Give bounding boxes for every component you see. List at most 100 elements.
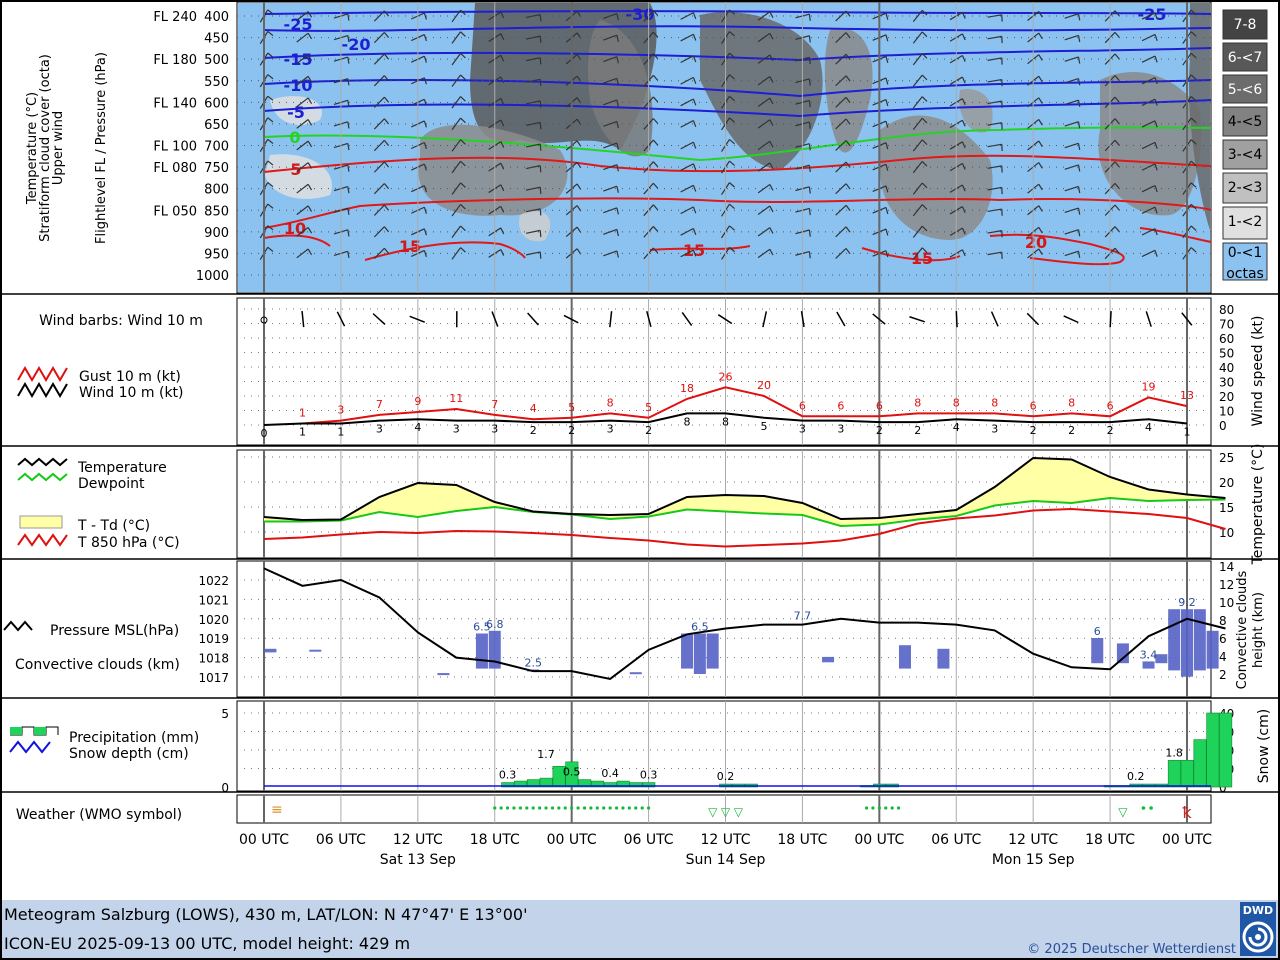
wind-ytick-label: 70 [1219,318,1234,332]
precipitation-bar [578,779,592,788]
wind-barb [603,56,619,64]
wind-barb [296,11,313,21]
gust-legend-icon [17,366,68,382]
wind-value-label: 1 [299,426,306,439]
wind-barb [987,35,1003,44]
t850-legend-label: T 850 hPa (°C) [77,535,180,551]
wind-barb [603,13,619,21]
precipitation-legend-icon [34,727,46,735]
pressure-tick-label: 500 [204,53,229,68]
convective-cloud-label: 6 [1094,625,1101,638]
wind-barb [680,55,697,64]
cross-section-ylabel: Temperature (°C) [25,92,40,205]
convective-cloud-bar [1091,638,1104,664]
cross-section-ylabel: Stratiform cloud cover (octa) [38,54,53,242]
pressure-tick-label: 1000 [196,269,229,284]
rain-symbol-icon [570,806,574,810]
rain-symbol-icon [538,806,542,810]
wind-barb [296,140,313,151]
convective-cloud-bar [1168,609,1181,671]
gust-value-label: 8 [991,396,998,409]
wind-barb [1064,77,1081,86]
temp-ytick-label: 20 [1219,476,1234,490]
pressure-ytick-label: 1022 [198,574,229,588]
wind-ytick-label: 60 [1219,332,1234,346]
wind-barb [680,12,697,20]
precipitation-bar [514,780,528,788]
wind-barb [680,76,697,85]
gust-value-label: 7 [491,398,498,411]
gust-value-label: 11 [449,392,463,405]
rain-symbol-icon [614,806,619,810]
rain-symbol-icon [890,806,894,810]
precipitation-value-label: 0.4 [601,767,619,780]
temp-ytick-label: 10 [1219,526,1234,540]
rain-symbol-icon [499,806,503,810]
wind-barb [373,204,390,216]
time-tick-label: 06 UTC [624,832,674,848]
wind-value-label: 4 [1145,421,1152,434]
wind-barb [1141,12,1158,20]
precipitation-bar [1167,760,1181,788]
convective-cloud-bar [693,633,706,674]
surface-wind-barb [1063,315,1079,324]
wind-barb [1064,142,1081,151]
wind-barb [296,248,313,259]
precipitation-value-label: 0.2 [717,770,735,783]
gust-value-label: 7 [376,398,383,411]
wind-barb [835,248,851,259]
wind-barb [1064,121,1081,129]
cloud-height-ytick-label: 4 [1219,650,1227,664]
rain-symbol-icon [896,806,901,810]
pressure-ytick-label: 1017 [198,671,229,685]
wind-value-label: 1 [1184,426,1191,439]
cloud-cover-patch [270,96,322,125]
wind-barb [526,186,542,194]
wind-barb [296,32,313,43]
convective-cloud-label: 2.5 [524,657,542,670]
wind-barb [373,96,390,108]
gust-value-label: 8 [914,396,921,409]
wind-barb [451,182,466,195]
precipitation-value-label: 1.8 [1165,746,1183,759]
wind-barb [296,75,313,86]
wind-barb [451,160,466,174]
wind-barb [603,142,619,150]
wind-panel-title: Wind barbs: Wind 10 m [39,313,203,329]
wind-value-label: 2 [914,424,921,437]
cloud-cover-patch [959,89,993,133]
wind-barb [1064,99,1081,107]
isotherm-line [263,154,1212,173]
isotherm-label: -15 [284,50,313,69]
surface-wind-barb [872,313,886,325]
wind-barb [1141,77,1158,85]
wind-barb [526,57,542,65]
rain-symbol-icon [531,806,535,810]
rain-symbol-icon [557,806,561,810]
rain-symbol-icon [871,806,875,810]
wind-barb [373,53,390,65]
convective-cloud-bar [681,633,694,669]
wind-value-label: 1 [337,426,344,439]
cloud-legend-label: 6-<7 [1228,50,1263,66]
precipitation-legend-label: Precipitation (mm) [69,730,199,746]
wind-barb [680,163,697,171]
wind-barb [373,247,390,259]
wind-value-label: 0 [261,427,268,440]
wind-value-label: 2 [1030,424,1037,437]
surface-wind-barb [717,314,733,325]
t850-series-line [263,507,1226,548]
gust-value-label: 5 [568,401,575,414]
wind-barb [987,57,1003,65]
surface-wind-barb [1145,311,1152,327]
day-label: Mon 15 Sep [992,852,1075,868]
wind-barb [1064,13,1081,21]
precipitation-bar [1219,712,1233,788]
surface-wind-barb [527,312,539,326]
precipitation-value-label: 0.2 [1127,770,1145,783]
isotherm-line [263,197,1212,229]
wind-barb [757,11,774,21]
time-tick-label: 12 UTC [393,832,443,848]
cloud-legend-label: 1-<2 [1228,214,1263,230]
